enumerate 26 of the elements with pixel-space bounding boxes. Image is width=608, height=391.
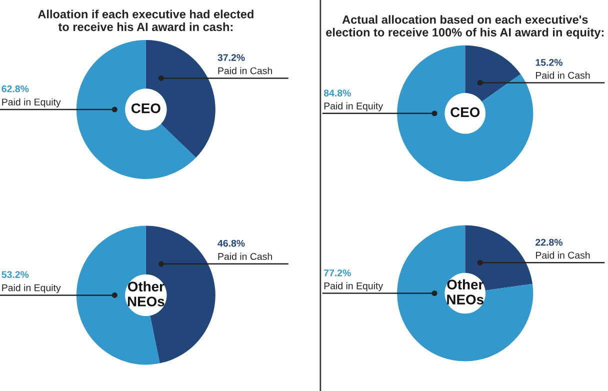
donut-slice: [397, 45, 534, 182]
data-label: 62.8%: [2, 85, 29, 92]
text: Other NEOs: [447, 279, 484, 304]
text: CEO: [450, 107, 480, 118]
data-label: 37.2%: [218, 54, 245, 62]
slice-label: Paid in Cash: [536, 72, 590, 79]
slice-label: Paid in Equity: [324, 282, 384, 292]
slice-label: Paid in Cash: [536, 252, 590, 259]
data-label: 53.2%: [2, 271, 29, 278]
data-label: 84.8%: [324, 90, 351, 96]
slice-label: Paid in Cash: [218, 252, 272, 260]
slice-label: Paid in Equity: [324, 102, 384, 112]
data-label: 77.2%: [324, 269, 351, 276]
data-label: 22.8%: [536, 238, 563, 246]
chart-title: Alloation if each executive had elected to receive his AI award in cash:: [38, 10, 254, 32]
donut-slice: [397, 225, 534, 362]
text: CEO: [131, 103, 160, 114]
data-label: 46.8%: [218, 240, 245, 247]
donut-slice: [76, 40, 196, 179]
slice-label: Paid in Equity: [2, 98, 61, 108]
chart-title: Actual allocation based on each executive's election to receive 100% of his AI award in equity:: [326, 15, 604, 39]
slice-label: Paid in Cash: [218, 67, 272, 74]
slice-label: Paid in Equity: [2, 284, 61, 294]
text: Other NEOs: [128, 281, 164, 306]
data-label: 15.2%: [536, 59, 563, 66]
donut-slice: [465, 45, 521, 102]
